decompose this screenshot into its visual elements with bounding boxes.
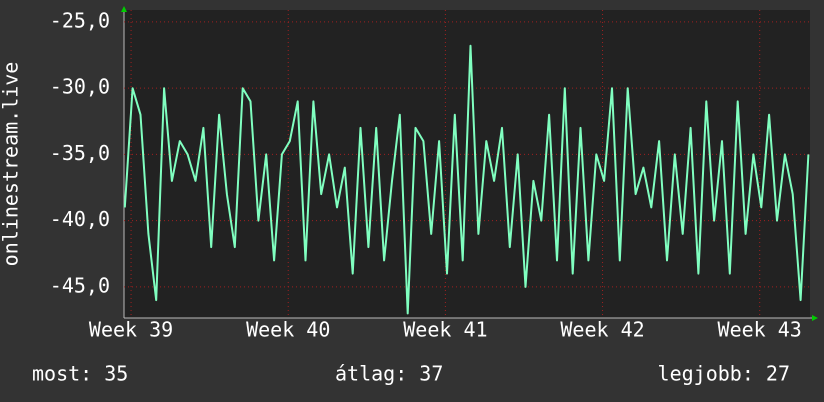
x-tick-label: Week 42: [560, 318, 644, 342]
y-tick-label: -35,0: [50, 141, 110, 165]
x-tick-label: Week 40: [246, 318, 330, 342]
data-line: [123, 44, 810, 315]
x-axis-arrow: [812, 315, 818, 321]
y-axis-title: onlinestream.live: [0, 62, 23, 267]
y-tick-label: -25,0: [50, 8, 110, 32]
x-tick-label: Week 39: [89, 318, 173, 342]
x-tick-label: Week 43: [718, 318, 802, 342]
legend-max: legjobb: 27: [658, 362, 790, 386]
y-tick-label: -30,0: [50, 75, 110, 99]
y-axis-arrow: [121, 6, 127, 12]
y-tick-label: -40,0: [50, 207, 110, 231]
x-tick-label: Week 41: [403, 318, 487, 342]
legend-average: átlag: 37: [335, 362, 443, 386]
legend-current: most: 35: [32, 362, 128, 386]
y-tick-label: -45,0: [50, 273, 110, 297]
